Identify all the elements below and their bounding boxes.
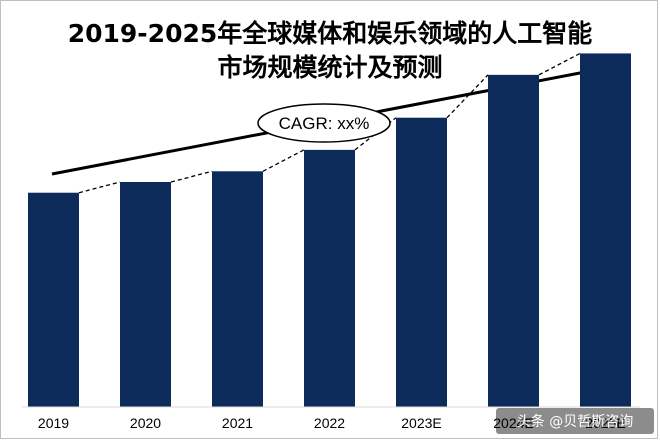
x-tick-label-2025E: 2025E xyxy=(585,415,625,431)
cagr-label: CAGR: xx% xyxy=(279,114,370,133)
chart-title-line-2: 市场规模统计及预测 xyxy=(217,53,442,82)
bar-2021 xyxy=(212,171,263,407)
bar-2025E xyxy=(580,53,631,408)
bar-2019 xyxy=(28,192,79,407)
bar-2022 xyxy=(304,149,355,407)
x-tick-label-2023E: 2023E xyxy=(401,415,441,431)
cagr-callout: CAGR: xx% xyxy=(257,103,391,143)
connector-2023E-2024E xyxy=(446,74,489,119)
cagr-ellipse xyxy=(257,103,391,143)
bar-2020 xyxy=(120,182,171,407)
bar-2023E xyxy=(396,117,447,407)
chart-title-line-1: 2019-2025年全球媒体和娱乐领域的人工智能 xyxy=(68,19,593,48)
x-tick-labels: 2019 2020 2021 2022 2023E 2024E 2025E xyxy=(38,415,626,431)
bars-group xyxy=(28,53,631,408)
watermark: 头条 @贝哲斯咨询 xyxy=(496,408,654,434)
bar-2024E xyxy=(488,74,539,407)
connector-2024E-2025E xyxy=(538,52,581,76)
connector-2020-2021 xyxy=(170,170,213,183)
x-tick-label-2021: 2021 xyxy=(222,415,253,431)
connector-2021-2022 xyxy=(262,149,305,172)
connector-2019-2020 xyxy=(78,181,121,194)
watermark-background xyxy=(496,408,654,434)
watermark-text: 头条 @贝哲斯咨询 xyxy=(517,413,633,430)
x-tick-label-2022: 2022 xyxy=(314,415,345,431)
x-tick-label-2020: 2020 xyxy=(130,415,161,431)
x-tick-label-2024E: 2024E xyxy=(493,415,533,431)
x-tick-label-2019: 2019 xyxy=(38,415,69,431)
